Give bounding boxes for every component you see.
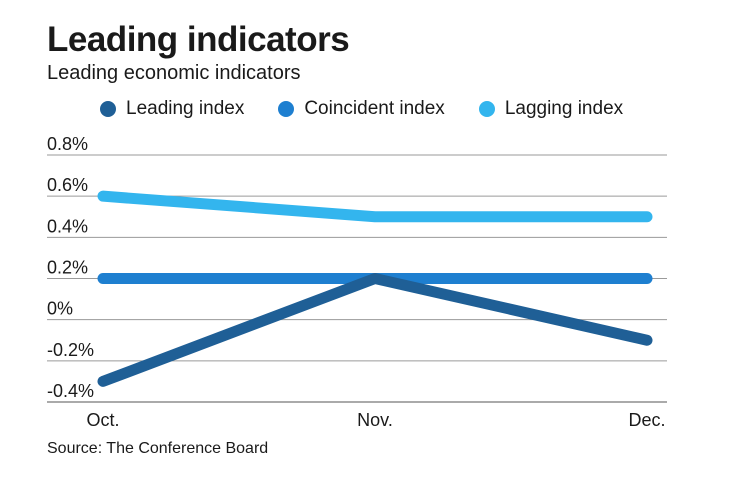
y-tick-label: -0.2%	[47, 340, 94, 360]
source-note: Source: The Conference Board	[47, 440, 269, 457]
x-tick-label: Oct.	[86, 410, 119, 430]
chart-title: Leading indicators	[47, 20, 350, 59]
legend-item-coincident: Coincident index	[278, 98, 445, 120]
y-tick-label: 0.8%	[47, 134, 88, 154]
legend-swatch-coincident	[278, 101, 295, 117]
legend-label-lagging: Lagging index	[504, 98, 624, 119]
y-tick-label: 0.2%	[47, 258, 88, 278]
legend-swatch-lagging	[478, 101, 495, 117]
legend: Leading index Coincident index Lagging i…	[100, 98, 623, 120]
legend-item-lagging: Lagging index	[478, 98, 624, 120]
y-tick-label: -0.4%	[47, 381, 94, 401]
y-tick-label: 0%	[47, 299, 73, 319]
legend-label-coincident: Coincident index	[304, 98, 445, 119]
x-tick-label: Dec.	[628, 410, 665, 430]
legend-swatch-leading	[100, 101, 116, 117]
x-tick-label: Nov.	[357, 410, 393, 430]
legend-item-leading: Leading index	[100, 98, 244, 120]
y-tick-label: 0.6%	[47, 175, 88, 195]
series-line-leading	[97, 273, 653, 387]
y-tick-label: 0.4%	[47, 216, 88, 236]
legend-label-leading: Leading index	[126, 98, 245, 119]
chart-subtitle: Leading economic indicators	[47, 62, 301, 84]
series-line-lagging	[97, 190, 653, 223]
